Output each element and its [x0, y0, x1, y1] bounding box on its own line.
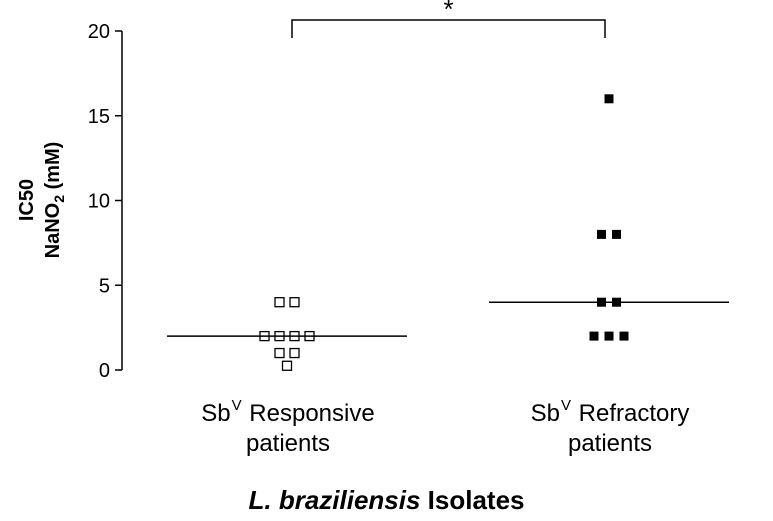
data-point-refractory	[604, 94, 614, 104]
data-point-refractory	[612, 229, 621, 239]
significance-bracket-line	[291, 19, 606, 38]
data-point-responsive	[281, 360, 293, 371]
category-label-responsive: SbV Responsive patients	[201, 397, 375, 457]
data-point-refractory	[589, 331, 599, 341]
category-label-refractory: SbV Refractory patients	[530, 397, 690, 457]
data-point-responsive	[274, 347, 285, 359]
y-tick-label: 15	[88, 106, 110, 128]
x-axis-label: L. braziliensis Isolates	[248, 485, 525, 515]
data-point-refractory	[604, 331, 614, 341]
y-axis: 0 5 10 15 20	[88, 21, 123, 382]
data-point-responsive	[289, 347, 300, 359]
data-point-refractory	[597, 229, 606, 239]
median-lines	[167, 301, 729, 337]
significance-star: *	[443, 0, 453, 24]
data-point-responsive	[289, 297, 300, 308]
data-point-responsive	[274, 297, 285, 308]
y-tick-label: 5	[99, 275, 110, 297]
data-points	[259, 94, 629, 371]
y-tick-label: 20	[88, 21, 110, 43]
data-point-refractory	[619, 331, 629, 341]
y-tick-label: 10	[88, 191, 110, 213]
significance-bracket: *	[291, 0, 606, 38]
y-tick-label: 0	[99, 360, 110, 382]
